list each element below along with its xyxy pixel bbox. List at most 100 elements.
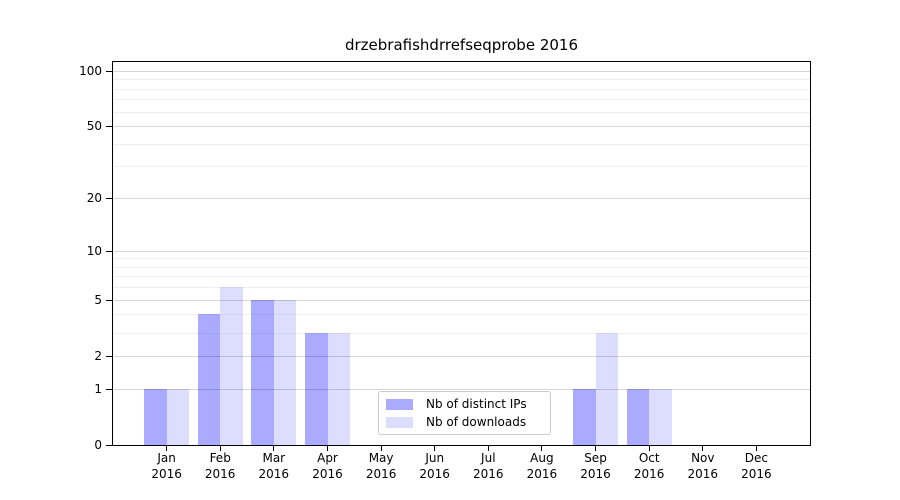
legend-label-downloads: Nb of downloads xyxy=(426,415,527,429)
month-name: May xyxy=(368,451,394,465)
bar-distinct-ips-sep xyxy=(573,388,596,445)
x-tick-jul xyxy=(487,446,489,451)
x-tick-aug xyxy=(541,446,543,451)
minor-gridline-7 xyxy=(113,276,810,278)
y-tick-label-1: 1 xyxy=(94,381,102,396)
y-tick-20 xyxy=(106,198,112,199)
bar-downloads-feb xyxy=(220,287,243,445)
x-tick-label-oct: Oct 2016 xyxy=(619,450,679,482)
major-gridline-5 xyxy=(113,299,810,301)
minor-gridline-3 xyxy=(113,332,810,334)
bar-distinct-ips-jan xyxy=(144,388,167,445)
y-tick-0 xyxy=(106,445,112,446)
month-year: 2016 xyxy=(633,467,665,481)
legend-swatch-downloads xyxy=(386,416,413,428)
month-year: 2016 xyxy=(741,467,772,481)
major-gridline-50 xyxy=(113,126,810,127)
minor-gridline-6 xyxy=(113,287,810,289)
y-tick-label-2: 2 xyxy=(94,348,102,363)
month-name: Sep xyxy=(584,451,607,465)
month-name: Apr xyxy=(317,451,338,465)
y-tick-10 xyxy=(106,250,112,252)
y-tick-50 xyxy=(106,126,112,127)
plot-area xyxy=(112,61,811,446)
month-year: 2016 xyxy=(365,467,397,481)
x-tick-may xyxy=(380,446,382,451)
x-tick-label-nov: Nov 2016 xyxy=(673,450,733,482)
month-name: Jun xyxy=(425,451,445,465)
legend-item-downloads: Nb of downloads xyxy=(386,416,550,428)
month-year: 2016 xyxy=(258,467,290,481)
x-tick-mar xyxy=(273,446,275,451)
legend-swatch-distinct-ips xyxy=(386,398,413,410)
y-tick-2 xyxy=(106,355,112,357)
minor-gridline-30 xyxy=(113,166,810,168)
month-name: Jan xyxy=(157,451,176,465)
legend-label-distinct-ips: Nb of distinct IPs xyxy=(426,397,527,411)
x-tick-label-mar: Mar 2016 xyxy=(244,450,304,482)
bar-distinct-ips-apr xyxy=(305,332,328,445)
minor-gridline-80 xyxy=(113,88,810,90)
y-tick-label-100: 100 xyxy=(79,63,102,78)
month-year: 2016 xyxy=(151,467,182,481)
bar-downloads-apr xyxy=(327,332,350,445)
minor-gridline-60 xyxy=(113,111,810,113)
x-tick-label-jan: Jan 2016 xyxy=(137,450,197,482)
y-tick-label-10: 10 xyxy=(86,243,102,258)
month-name: Oct xyxy=(638,451,660,465)
month-year: 2016 xyxy=(473,467,504,481)
y-tick-100 xyxy=(106,70,112,72)
minor-gridline-40 xyxy=(113,143,810,145)
bar-downloads-oct xyxy=(649,388,672,445)
x-tick-label-feb: Feb 2016 xyxy=(190,450,250,482)
minor-gridline-4 xyxy=(113,314,810,316)
month-year: 2016 xyxy=(580,467,611,481)
bar-distinct-ips-oct xyxy=(626,388,650,445)
y-tick-label-0: 0 xyxy=(94,438,102,452)
minor-gridline-9 xyxy=(113,258,810,260)
bar-distinct-ips-mar xyxy=(251,299,274,445)
x-tick-label-jul: Jul 2016 xyxy=(458,450,518,482)
x-tick-oct xyxy=(648,446,650,451)
major-gridline-2 xyxy=(113,355,810,357)
major-gridline-10 xyxy=(113,250,810,252)
month-name: Feb xyxy=(209,451,231,465)
x-tick-label-sep: Sep 2016 xyxy=(566,450,626,482)
month-year: 2016 xyxy=(312,467,343,481)
bar-downloads-mar xyxy=(273,299,297,445)
x-tick-label-may: May 2016 xyxy=(351,450,411,482)
x-tick-dec xyxy=(755,446,757,451)
x-tick-jan xyxy=(166,446,168,451)
legend: Nb of distinct IPs Nb of downloads xyxy=(378,391,551,435)
x-tick-nov xyxy=(702,446,704,451)
legend-item-distinct-ips: Nb of distinct IPs xyxy=(386,398,550,410)
bar-downloads-jan xyxy=(166,388,190,445)
x-tick-jun xyxy=(434,446,436,451)
y-tick-label-20: 20 xyxy=(86,191,102,205)
x-tick-feb xyxy=(219,446,221,451)
month-year: 2016 xyxy=(526,467,558,481)
bar-downloads-sep xyxy=(595,332,618,445)
x-tick-label-aug: Aug 2016 xyxy=(512,450,572,482)
x-tick-sep xyxy=(595,446,596,451)
month-year: 2016 xyxy=(204,467,236,481)
month-name: Aug xyxy=(530,451,554,465)
x-tick-label-apr: Apr 2016 xyxy=(298,450,358,482)
x-tick-label-jun: Jun 2016 xyxy=(405,450,465,482)
y-tick-5 xyxy=(106,299,112,301)
month-year: 2016 xyxy=(687,467,719,481)
major-gridline-20 xyxy=(113,198,810,199)
bar-distinct-ips-feb xyxy=(197,314,221,445)
minor-gridline-90 xyxy=(113,79,810,81)
x-tick-apr xyxy=(327,446,328,451)
month-name: Jul xyxy=(481,451,496,465)
minor-gridline-8 xyxy=(113,266,810,268)
month-year: 2016 xyxy=(419,467,450,481)
minor-gridline-70 xyxy=(113,99,810,101)
major-gridline-100 xyxy=(113,70,810,72)
y-tick-1 xyxy=(106,388,112,390)
x-tick-label-dec: Dec 2016 xyxy=(726,450,786,482)
chart-title: drzebrafishdrrefseqprobe 2016 xyxy=(344,36,578,54)
y-tick-label-50: 50 xyxy=(86,119,102,133)
